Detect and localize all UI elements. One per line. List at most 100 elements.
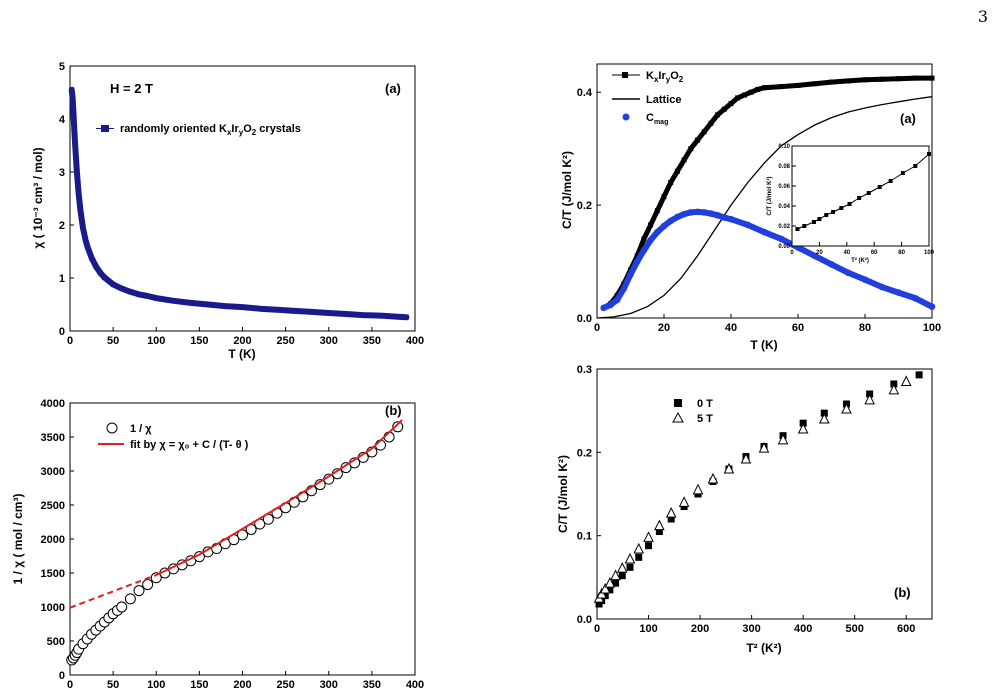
x-tick-label: 100 [147,679,165,688]
fit-curve [155,419,403,576]
y-tick-label: 0.0 [577,313,592,325]
five-tesla-point [758,442,770,453]
y-tick-label: 3 [59,167,65,179]
zero-tesla-point [626,563,634,571]
inset-data [795,152,931,231]
five-tesla-point [723,462,735,474]
zero-tesla-point [612,579,620,587]
y-tick-label: 0.10 [778,144,790,150]
kxiryo2-point [661,194,667,200]
fit-line [69,419,403,609]
chi-point [188,300,194,306]
five-tesla-point [900,375,912,386]
y-tick-label: 0.02 [778,224,790,230]
data-points [68,86,410,321]
cmag-point [660,222,668,230]
x-tick-label: 40 [843,250,850,256]
chi-point [70,111,76,117]
chi-point [84,243,90,249]
kxiryo2-point [641,236,647,242]
five-tesla-point [777,433,789,445]
inv-chi-point [392,421,404,433]
inset-point [824,213,829,217]
chi-point [72,143,78,148]
y-tick-label: 0 [59,670,65,682]
x-tick-label: 100 [147,335,165,347]
cmag-point [761,228,768,236]
field-annotation: H = 2 T [110,81,153,96]
cmag-point [600,304,607,312]
y-tick-label: 0.06 [778,184,790,190]
kxiryo2-point [721,106,727,112]
five-tesla-point [864,393,875,405]
x-axis-label: T (K) [750,338,777,352]
x-tick-label: 0 [790,250,794,256]
y-tick-label: 3500 [41,432,65,444]
x-tick-label: 50 [107,335,119,347]
y-ticks: 0 1 2 3 4 5 [59,61,74,338]
x-tick-label: 0 [594,322,600,334]
y-tick-label: 0 [59,326,65,338]
lattice-line [596,96,933,319]
legend-data-label: 1 / χ [130,423,152,435]
cmag-point [687,209,695,216]
x-axis-label: T² (K²) [746,641,781,655]
cmag-point [633,258,641,265]
kxiryo2-point [701,129,707,135]
legend-label: randomly oriented KxIryO2 crystals [120,123,301,137]
chi-point [80,225,86,231]
cmag-point [627,271,634,278]
inv-chi-point [116,601,128,613]
kxiryo2-point [728,101,734,107]
chi-point [171,298,176,304]
y-tick-label: 2500 [41,500,65,512]
zero-tesla-point [667,515,675,523]
x-tick-label: 100 [923,322,941,334]
kxiryo2-point [862,77,868,83]
x-tick-label: 150 [190,679,208,688]
chi-point [395,314,401,320]
y-tick-label: 0.1 [577,531,592,543]
fit-extrapolation [69,574,157,609]
y-ticks: 0.0 0.1 0.2 0.3 [577,364,601,626]
kxiryo2-point [715,112,721,118]
legend-label-0T: 0 T [697,398,713,410]
cmag-point [721,214,728,221]
inv-chi-point [124,593,136,605]
x-tick-label: 400 [406,335,424,347]
plot-frame [596,368,933,620]
x-tick-label: 400 [406,679,424,688]
cmag-point [744,221,752,229]
inv-chi-point [150,572,162,584]
chi-point [136,291,142,297]
y-tick-label: 500 [47,636,65,648]
chi-point [309,309,314,315]
kxiryo2-point [829,79,834,85]
five-tesla-point [616,562,628,573]
legend-marker-5T [672,411,684,423]
cmag-point [640,246,648,254]
cmag-point [707,210,715,217]
chi-point [71,127,77,133]
legend-marker-data [106,422,118,434]
x-tick-label: 350 [363,679,381,688]
page-number: 3 [978,7,988,26]
y-axis-label: 1 / χ ( mol / cm³) [11,494,25,585]
cmag-point [861,276,869,283]
x-tick-label: 200 [691,623,709,635]
inv-chi-point [142,579,154,591]
kxiryo2-point [674,168,680,174]
y-axis-label: C/T (J/mol K²) [556,455,570,533]
cmag-point [607,301,614,309]
zero-tesla-point [645,542,653,550]
x-tick-label: 400 [794,623,812,635]
y-tick-label: 0.04 [778,204,790,210]
chi-point [76,190,82,196]
kxiryo2-point [688,146,694,152]
cmag-point [613,296,621,304]
kxiryo2-point [778,84,784,90]
chi-point [403,314,409,320]
data-points [593,371,923,608]
inset-point [888,179,893,183]
